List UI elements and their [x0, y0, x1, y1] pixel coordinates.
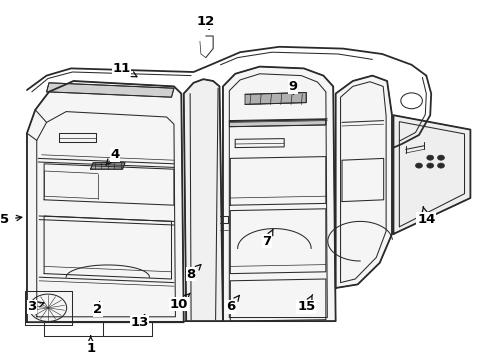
Text: 10: 10: [170, 293, 190, 311]
Polygon shape: [336, 76, 392, 288]
Text: 12: 12: [196, 15, 215, 30]
Text: 8: 8: [187, 265, 201, 281]
Polygon shape: [245, 93, 306, 104]
Text: 3: 3: [27, 300, 44, 313]
Text: 5: 5: [0, 213, 22, 226]
Text: 7: 7: [263, 229, 273, 248]
Polygon shape: [223, 67, 336, 321]
Polygon shape: [91, 163, 125, 169]
Circle shape: [438, 155, 444, 160]
Polygon shape: [184, 79, 223, 321]
Circle shape: [416, 163, 422, 168]
Text: 4: 4: [106, 148, 120, 165]
Text: 1: 1: [86, 336, 95, 355]
Polygon shape: [27, 81, 184, 322]
Circle shape: [427, 155, 434, 160]
Text: 6: 6: [226, 296, 240, 313]
Text: 11: 11: [112, 62, 137, 77]
Text: 13: 13: [130, 315, 149, 329]
Polygon shape: [229, 120, 326, 127]
Polygon shape: [47, 83, 174, 97]
Circle shape: [438, 163, 444, 168]
Text: 14: 14: [417, 207, 436, 226]
Circle shape: [427, 163, 434, 168]
Text: 2: 2: [94, 302, 102, 316]
Polygon shape: [393, 115, 470, 234]
Text: 9: 9: [289, 80, 297, 94]
Text: 15: 15: [297, 294, 316, 313]
